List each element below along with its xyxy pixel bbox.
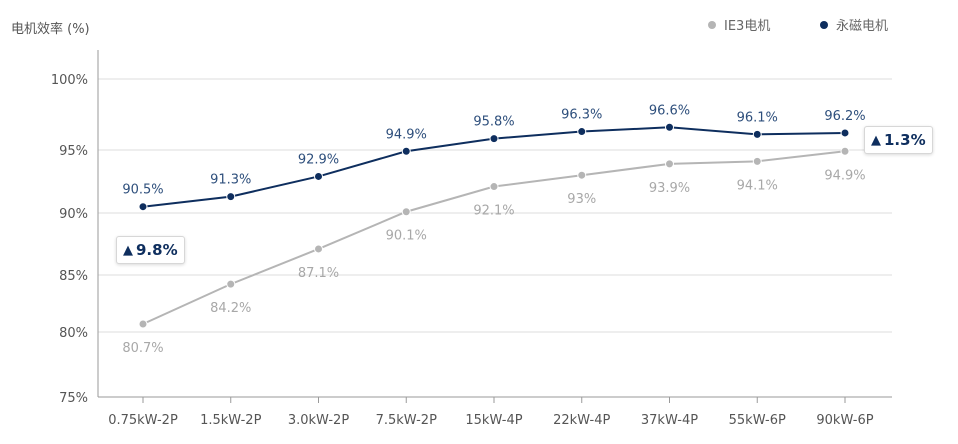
improvement-callout-low: ▲ 9.8% bbox=[116, 236, 185, 264]
data-label: 94.9% bbox=[824, 168, 865, 183]
data-label: 87.1% bbox=[298, 266, 339, 281]
data-point bbox=[577, 170, 587, 180]
data-point bbox=[489, 182, 499, 192]
x-tick-label: 1.5kW-2P bbox=[200, 413, 261, 428]
legend-marker-ie3 bbox=[708, 20, 716, 29]
data-label: 90.5% bbox=[122, 183, 163, 198]
up-arrow-icon: ▲ bbox=[123, 242, 133, 258]
data-label: 92.9% bbox=[298, 152, 339, 167]
y-tick-label: 100% bbox=[51, 73, 88, 88]
data-label: 80.7% bbox=[122, 341, 163, 356]
data-point bbox=[314, 244, 323, 254]
data-point bbox=[840, 128, 850, 138]
y-tick-label: 75% bbox=[59, 391, 88, 406]
legend-marker-pm bbox=[820, 20, 828, 29]
data-point bbox=[665, 122, 674, 132]
data-point bbox=[401, 207, 411, 217]
y-tick-label: 95% bbox=[59, 144, 88, 159]
up-arrow-icon: ▲ bbox=[871, 132, 881, 148]
legend-label-pm: 永磁电机 bbox=[836, 19, 889, 34]
data-label: 84.2% bbox=[210, 301, 251, 316]
series-group: 80.7% 84.2% 87.1% 90.1% 92.1% 93% 93.9% 94.1% 94… bbox=[122, 103, 865, 356]
data-label: 96.3% bbox=[561, 108, 602, 123]
x-tick-label: 37kW-4P bbox=[641, 413, 698, 428]
data-label: 95.8% bbox=[473, 115, 514, 130]
data-point bbox=[226, 279, 236, 289]
data-point bbox=[226, 192, 236, 202]
data-point bbox=[840, 146, 850, 156]
data-label: 92.1% bbox=[473, 204, 514, 219]
data-point bbox=[665, 159, 674, 169]
x-tick-label: 55kW-6P bbox=[729, 413, 786, 428]
legend-item-ie3: IE3电机 bbox=[708, 15, 770, 34]
data-label: 96.1% bbox=[737, 110, 778, 125]
data-point bbox=[577, 127, 587, 137]
improvement-value-low: 9.8% bbox=[136, 241, 178, 259]
data-label: 91.3% bbox=[210, 173, 251, 188]
data-label: 94.9% bbox=[386, 127, 427, 142]
data-label: 94.1% bbox=[737, 178, 778, 193]
data-point bbox=[489, 134, 499, 144]
x-tick-label: 3.0kW-2P bbox=[288, 413, 349, 428]
x-tick-label: 0.75kW-2P bbox=[108, 413, 178, 428]
x-axis: 0.75kW-2P 1.5kW-2P 3.0kW-2P 7.5kW-2P 15kW-4P… bbox=[97, 50, 892, 428]
improvement-callout-high: ▲ 1.3% bbox=[864, 126, 933, 154]
data-label: 90.1% bbox=[386, 229, 427, 244]
data-label: 96.2% bbox=[824, 109, 865, 124]
x-tick-label: 7.5kW-2P bbox=[376, 413, 437, 428]
data-point bbox=[752, 129, 762, 139]
improvement-value-high: 1.3% bbox=[884, 131, 926, 149]
data-label: 93% bbox=[567, 192, 596, 207]
x-tick-label: 90kW-6P bbox=[816, 413, 873, 428]
data-point bbox=[314, 171, 323, 181]
legend-label-ie3: IE3电机 bbox=[724, 19, 771, 34]
data-point bbox=[138, 202, 148, 212]
data-label: 93.9% bbox=[649, 181, 690, 196]
y-tick-label: 80% bbox=[59, 326, 88, 341]
x-tick-label: 15kW-4P bbox=[465, 413, 522, 428]
x-tick-label: 22kW-4P bbox=[553, 413, 610, 428]
y-axis-ticks: 75% 80% 85% 90% 95% 100% bbox=[51, 73, 88, 406]
legend-item-pm: 永磁电机 bbox=[820, 15, 888, 34]
data-point bbox=[752, 156, 762, 166]
y-tick-label: 90% bbox=[59, 207, 88, 222]
data-point bbox=[401, 146, 411, 156]
grid-lines bbox=[98, 78, 892, 333]
data-point bbox=[138, 319, 148, 329]
y-tick-label: 85% bbox=[59, 269, 88, 284]
data-label: 96.6% bbox=[649, 103, 690, 118]
y-axis-label: 电机效率 (%) bbox=[11, 22, 90, 37]
